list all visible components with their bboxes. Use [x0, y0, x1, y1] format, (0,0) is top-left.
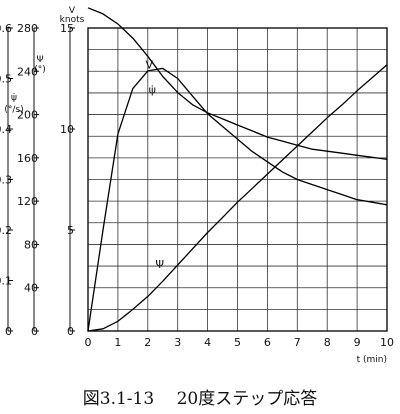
x-tick-label: 10 [380, 336, 394, 349]
series-line-heading [87, 64, 388, 332]
rate-tick-label: 0.1 [0, 275, 12, 288]
x-tick-label: 2 [144, 336, 151, 349]
x-tick-label: 8 [324, 336, 331, 349]
x-axis: 0 1 2 3 4 5 6 7 8 9 10 t (min) [85, 336, 395, 365]
heading-axis-title: Ψ [36, 55, 43, 65]
rate-tick-label: 0.3 [0, 174, 12, 187]
series-line-speed [87, 7, 388, 160]
series [87, 7, 388, 332]
speed-axis-title: V [69, 6, 76, 16]
y-axes: 0 5 10 15 0 40 80 120 160 200 240 280 0 0.1 0.2 0.3 0.4 0… [0, 6, 85, 338]
speed-tick-label: 5 [67, 224, 74, 237]
speed-tick-label: 15 [60, 22, 74, 35]
x-tick-label: 9 [354, 336, 361, 349]
heading-tick-label: 280 [17, 22, 38, 35]
heading-tick-label: 0 [31, 325, 38, 338]
heading-tick-label: 160 [17, 152, 38, 165]
rate-tick-label: 0.2 [0, 224, 12, 237]
x-tick-label: 7 [294, 336, 301, 349]
series-labels: Vψ̇ Ψ [146, 58, 165, 271]
series-line-rate [87, 67, 388, 332]
heading-tick-label: 40 [24, 282, 38, 295]
rate-axis-unit: (°/s) [4, 105, 23, 115]
rate-axis-title: ψ̇ [11, 93, 17, 103]
plot-border [87, 27, 388, 332]
heading-tick-label: 200 [17, 109, 38, 122]
rate-tick-label: 0.5 [0, 73, 12, 86]
x-tick-label: 0 [85, 336, 92, 349]
heading-tick-label: 240 [17, 65, 38, 78]
speed-axis-unit: knots [60, 15, 85, 25]
x-tick-label: 1 [114, 336, 121, 349]
x-tick-label: 3 [174, 336, 181, 349]
rate-tick-label: 0 [5, 325, 12, 338]
grid [87, 27, 388, 332]
rate-tick-label: 0.4 [0, 123, 12, 136]
heading-tick-label: 120 [17, 195, 38, 208]
speed-tick-label: 10 [60, 123, 74, 136]
label-heading: Ψ [155, 258, 164, 271]
speed-tick-label: 0 [67, 325, 74, 338]
label-rate: ψ̇ [149, 84, 156, 97]
heading-axis-unit: (°) [34, 65, 46, 75]
rate-tick-label: 0.6 [0, 22, 12, 35]
figure-caption: 図3.1-13 20度ステップ応答 [83, 389, 317, 409]
x-tick-label: 5 [234, 336, 241, 349]
x-axis-label: t (min) [357, 355, 387, 365]
heading-tick-label: 80 [24, 238, 38, 251]
label-speed: V [146, 58, 154, 71]
x-tick-label: 6 [264, 336, 271, 349]
x-tick-label: 4 [204, 336, 211, 349]
plot-frame [87, 27, 388, 332]
